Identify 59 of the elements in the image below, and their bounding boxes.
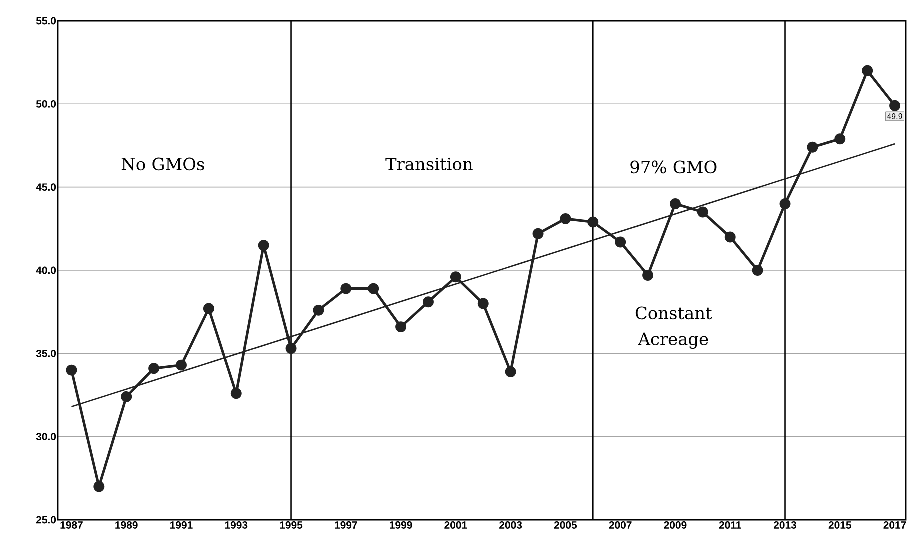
- point: [724, 232, 736, 243]
- point: [258, 240, 270, 252]
- point: [862, 65, 874, 76]
- x-tick-label: 1995: [280, 522, 303, 529]
- point: [588, 216, 599, 228]
- point: [450, 272, 462, 283]
- point: [505, 366, 516, 378]
- y-tick-label: 35.0: [36, 350, 56, 358]
- point: [368, 283, 380, 294]
- y-tick-label: 45.0: [36, 184, 56, 192]
- x-tick-label: 2011: [719, 522, 742, 529]
- point: [121, 391, 132, 402]
- x-tick-label: 1993: [225, 522, 248, 529]
- x-tick-label: 1999: [390, 522, 412, 529]
- x-tick-label: 2001: [444, 522, 468, 529]
- y-tick-label: 30.0: [36, 433, 56, 441]
- point: [94, 481, 105, 492]
- point: [697, 206, 708, 218]
- point: [313, 304, 324, 316]
- x-tick-label: 2005: [554, 522, 578, 529]
- point: [890, 100, 901, 112]
- point: [203, 303, 214, 314]
- annotation: 97% GMO: [630, 160, 717, 174]
- point: [230, 388, 242, 400]
- y-tick-label: 40.0: [36, 266, 56, 274]
- point: [176, 360, 187, 371]
- x-tick-label: 2009: [664, 522, 687, 529]
- x-tick-label: 1987: [60, 522, 83, 529]
- point: [478, 298, 489, 310]
- point: [66, 364, 78, 376]
- annotation: Constant Acreage: [636, 306, 712, 350]
- y-tick-label: 50.0: [36, 100, 56, 108]
- y-tick-label: 55.0: [36, 17, 56, 25]
- x-tick-label: 2003: [500, 522, 522, 529]
- point: [834, 134, 846, 145]
- x-tick-label: 2007: [609, 522, 632, 529]
- point: [396, 322, 407, 333]
- x-tick-label: 1989: [116, 522, 138, 529]
- x-tick-label: 2015: [828, 522, 852, 529]
- point: [148, 363, 160, 374]
- point: [340, 283, 352, 294]
- point: [670, 198, 681, 210]
- point: [560, 213, 572, 224]
- point: [752, 265, 764, 276]
- annotation: Transition: [386, 158, 473, 171]
- x-tick-label: 2017: [884, 522, 906, 529]
- point: [423, 296, 434, 308]
- x-tick-label: 1997: [335, 522, 358, 529]
- annotation: No GMOs: [122, 158, 204, 171]
- point: [286, 343, 297, 354]
- data-label: 49.9: [888, 114, 902, 120]
- x-tick-label: 1991: [170, 522, 193, 529]
- point: [780, 198, 791, 210]
- point: [532, 228, 544, 240]
- point: [642, 270, 654, 281]
- point: [615, 236, 626, 248]
- x-tick-label: 2013: [774, 522, 797, 529]
- point: [807, 142, 818, 153]
- y-tick-label: 25.0: [36, 516, 56, 524]
